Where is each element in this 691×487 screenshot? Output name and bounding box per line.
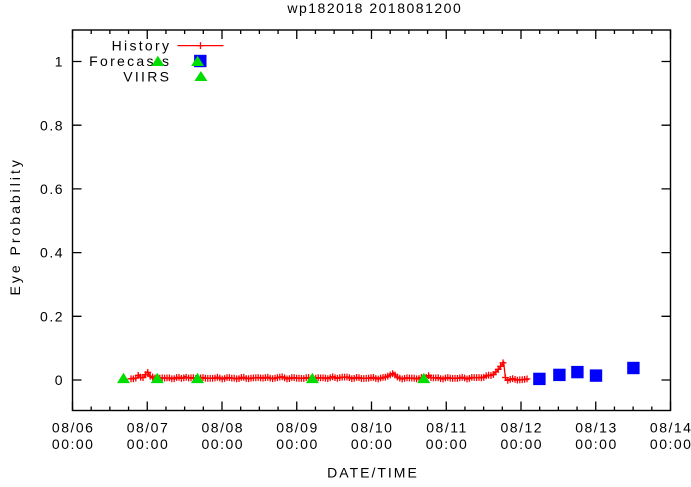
svg-text:1: 1	[55, 54, 64, 70]
svg-text:08/11: 08/11	[426, 419, 468, 435]
svg-text:08/08: 08/08	[202, 419, 245, 435]
svg-text:History: History	[112, 38, 172, 54]
svg-text:00:00: 00:00	[426, 436, 469, 452]
svg-text:0.2: 0.2	[40, 308, 64, 324]
svg-text:Forecasts: Forecasts	[89, 53, 171, 69]
svg-text:00:00: 00:00	[127, 436, 170, 452]
svg-text:00:00: 00:00	[276, 436, 319, 452]
svg-text:08/13: 08/13	[575, 419, 618, 435]
svg-text:00:00: 00:00	[650, 436, 691, 452]
svg-text:00:00: 00:00	[351, 436, 394, 452]
svg-text:00:00: 00:00	[52, 436, 95, 452]
svg-text:0: 0	[55, 372, 64, 388]
svg-text:VIIRS: VIIRS	[123, 69, 171, 85]
svg-text:Eye Probability: Eye Probability	[7, 157, 23, 295]
svg-text:00:00: 00:00	[575, 436, 618, 452]
svg-text:0.8: 0.8	[40, 117, 64, 133]
svg-text:wp182018 2018081200: wp182018 2018081200	[286, 0, 462, 16]
svg-text:DATE/TIME: DATE/TIME	[327, 465, 419, 481]
svg-text:08/07: 08/07	[127, 419, 170, 435]
svg-text:0.6: 0.6	[40, 181, 64, 197]
svg-text:08/09: 08/09	[276, 419, 319, 435]
svg-text:00:00: 00:00	[202, 436, 245, 452]
svg-text:00:00: 00:00	[501, 436, 544, 452]
svg-text:08/12: 08/12	[501, 419, 544, 435]
svg-text:08/06: 08/06	[52, 419, 95, 435]
svg-text:08/10: 08/10	[351, 419, 394, 435]
svg-text:08/14: 08/14	[650, 419, 691, 435]
svg-text:0.4: 0.4	[40, 245, 64, 261]
